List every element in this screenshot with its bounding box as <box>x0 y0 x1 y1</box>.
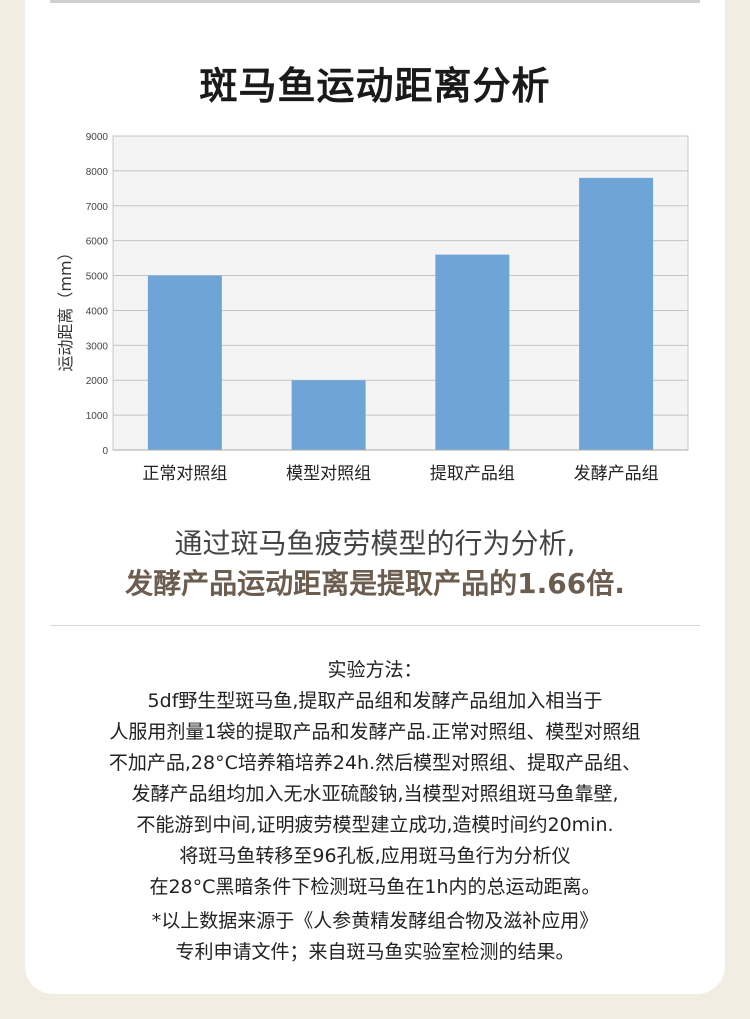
y-tick-label: 9000 <box>86 132 109 143</box>
method-line: 在28°C黑暗条件下检测斑马鱼在1h内的总运动距离。 <box>149 876 601 898</box>
method-line: 将斑马鱼转移至96孔板,应用斑马鱼行为分析仪 <box>179 845 571 867</box>
summary-line-1: 通过斑马鱼疲劳模型的行为分析, <box>174 527 576 560</box>
y-tick-label: 5000 <box>86 272 109 283</box>
y-tick-label: 0 <box>102 446 108 457</box>
method-line: 发酵产品组均加入无水亚硫酸钠,当模型对照组斑马鱼靠壁, <box>131 783 619 805</box>
x-tick-label: 正常对照组 <box>142 464 227 484</box>
y-tick-label: 3000 <box>86 341 109 352</box>
y-tick-label: 8000 <box>86 167 109 178</box>
method-line: 不加产品,28°C培养箱培养24h.然后模型对照组、提取产品组、 <box>108 752 642 774</box>
bar <box>579 177 654 450</box>
note-line: 专利申请文件；来自斑马鱼实验室检测的结果。 <box>175 941 575 963</box>
bar <box>291 380 366 450</box>
note-line: *以上数据来源于《人参黄精发酵组合物及滋补应用》 <box>151 910 599 932</box>
y-axis-label: 运动距离（mm） <box>56 244 75 371</box>
bar-chart: 0 1000 2000 3000 4000 5000 6000 7000 8000 9000 正常对… <box>56 132 689 484</box>
page-title: 斑马鱼运动距离分析 <box>199 64 551 108</box>
y-tick-label: 7000 <box>86 202 109 213</box>
method-heading: 实验方法： <box>327 659 423 681</box>
summary-line-2: 发酵产品运动距离是提取产品的1.66倍. <box>125 567 625 600</box>
x-tick-label: 模型对照组 <box>286 464 371 484</box>
y-tick-label: 6000 <box>86 237 109 248</box>
y-tick-label: 1000 <box>86 411 109 422</box>
x-tick-label: 发酵产品组 <box>574 464 659 484</box>
source-note: *以上数据来源于《人参黄精发酵组合物及滋补应用》 专利申请文件；来自斑马鱼实验室… <box>0 906 750 968</box>
method-section: 实验方法： 5df野生型斑马鱼,提取产品组和发酵产品组加入相当于 人服用剂量1袋… <box>0 655 750 903</box>
bar <box>435 254 510 450</box>
bar <box>147 275 222 450</box>
method-line: 5df野生型斑马鱼,提取产品组和发酵产品组加入相当于 <box>147 690 603 712</box>
top-divider <box>50 0 700 3</box>
y-tick-label: 4000 <box>86 306 109 317</box>
x-tick-label: 提取产品组 <box>430 464 515 484</box>
method-line: 人服用剂量1袋的提取产品和发酵产品.正常对照组、模型对照组 <box>109 721 641 743</box>
method-line: 不能游到中间,证明疲劳模型建立成功,造模时间约20min. <box>136 814 614 836</box>
section-divider <box>50 625 700 626</box>
y-tick-label: 2000 <box>86 376 109 387</box>
